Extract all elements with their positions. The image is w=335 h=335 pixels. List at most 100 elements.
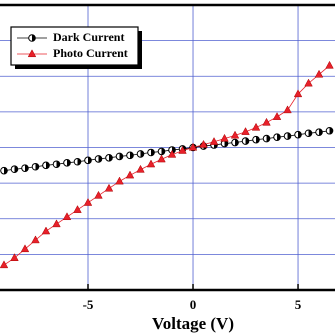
marker xyxy=(73,157,82,166)
marker xyxy=(209,137,219,145)
marker xyxy=(105,154,113,162)
marker xyxy=(157,154,166,163)
marker-half xyxy=(224,140,228,147)
marker xyxy=(84,156,92,165)
marker-half xyxy=(24,164,29,172)
marker xyxy=(178,145,187,154)
marker xyxy=(252,135,260,144)
legend: Dark Current Photo Current xyxy=(10,26,142,69)
marker-half xyxy=(77,158,81,166)
marker xyxy=(20,244,30,253)
marker xyxy=(157,147,166,156)
marker-half xyxy=(266,135,270,142)
marker-half xyxy=(329,127,333,135)
marker xyxy=(304,78,313,87)
marker xyxy=(125,170,135,179)
marker-half xyxy=(130,152,134,159)
marker xyxy=(262,117,271,126)
marker-half xyxy=(88,157,92,164)
marker-half xyxy=(67,159,71,167)
marker-half xyxy=(45,162,50,169)
series xyxy=(0,126,334,175)
marker xyxy=(231,138,239,147)
marker-half xyxy=(32,34,36,42)
legend-box xyxy=(10,26,139,66)
marker xyxy=(63,159,71,167)
marker xyxy=(273,133,281,141)
marker xyxy=(314,69,324,78)
marker xyxy=(0,166,8,175)
marker xyxy=(272,112,282,120)
marker-half xyxy=(56,160,60,168)
marker xyxy=(188,142,198,151)
marker xyxy=(325,126,334,135)
marker-half xyxy=(161,148,165,155)
marker xyxy=(94,190,103,199)
marker-half xyxy=(308,129,312,137)
marker-half xyxy=(140,150,144,158)
marker xyxy=(41,226,51,235)
marker xyxy=(62,212,72,221)
series xyxy=(0,60,334,269)
marker xyxy=(73,205,82,213)
marker-half xyxy=(14,165,18,173)
marker xyxy=(42,161,50,170)
marker xyxy=(115,176,124,185)
marker xyxy=(136,150,145,158)
marker xyxy=(199,139,208,148)
marker xyxy=(251,122,261,131)
marker xyxy=(28,34,36,42)
marker xyxy=(27,49,37,58)
marker xyxy=(147,148,155,157)
marker xyxy=(325,60,334,69)
marker xyxy=(220,133,229,142)
marker xyxy=(104,183,114,192)
marker xyxy=(136,164,145,173)
marker xyxy=(283,105,292,114)
legend-label: Photo Current xyxy=(53,46,128,60)
marker-half xyxy=(3,167,8,174)
marker xyxy=(115,152,124,161)
marker xyxy=(167,149,177,158)
marker xyxy=(10,165,19,174)
plot-frame xyxy=(0,3,335,292)
marker xyxy=(52,160,61,169)
marker-half xyxy=(277,133,281,141)
marker xyxy=(52,219,61,228)
marker-half xyxy=(151,149,155,156)
marker xyxy=(304,129,313,138)
marker xyxy=(10,253,19,261)
x-axis-label: Voltage (V) xyxy=(152,314,234,333)
marker xyxy=(283,132,292,140)
marker xyxy=(241,127,250,135)
marker-half xyxy=(35,163,39,171)
marker xyxy=(241,137,250,145)
marker xyxy=(294,130,302,139)
marker-half xyxy=(98,155,102,163)
marker-half xyxy=(245,137,249,145)
marker-half xyxy=(319,128,323,136)
x-tick-label: 5 xyxy=(295,297,302,312)
marker-half xyxy=(109,154,113,162)
marker xyxy=(83,197,93,206)
marker-half xyxy=(235,139,239,146)
marker xyxy=(31,162,40,171)
marker xyxy=(31,235,40,244)
marker xyxy=(126,151,134,160)
marker xyxy=(21,164,29,172)
marker xyxy=(230,130,240,139)
marker xyxy=(293,89,303,98)
marker-half xyxy=(298,131,302,138)
marker-half xyxy=(119,153,123,160)
marker xyxy=(146,159,156,168)
x-tick-label: -5 xyxy=(83,297,94,312)
marker xyxy=(94,155,103,163)
marker-half xyxy=(287,132,291,140)
marker xyxy=(315,128,323,136)
x-tick-label: 0 xyxy=(190,297,197,312)
marker xyxy=(0,260,9,269)
legend-label: Dark Current xyxy=(53,30,124,44)
marker xyxy=(262,134,271,143)
